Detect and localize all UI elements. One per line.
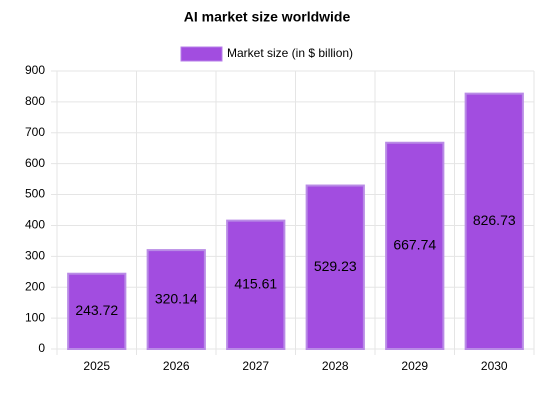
y-tick-label: 800 [25,94,45,108]
bar [146,249,206,350]
bar [305,184,365,350]
x-tick-label: 2030 [481,359,508,373]
legend-label: Market size (in $ billion) [227,46,353,60]
x-tick-label: 2029 [401,359,428,373]
bar [385,141,445,350]
chart-title: AI market size worldwide [184,9,351,25]
data-label: 826.73 [473,212,516,228]
y-tick-label: 200 [25,279,45,293]
y-tick-label: 500 [25,187,45,201]
x-tick-label: 2027 [242,359,269,373]
y-tick-label: 900 [25,63,45,77]
data-label: 243.72 [75,302,118,318]
y-tick-label: 700 [25,125,45,139]
legend-swatch [180,46,223,62]
y-tick-label: 300 [25,249,45,263]
bar [67,272,127,350]
y-tick-label: 600 [25,156,45,170]
bar [464,92,524,350]
bar [226,219,286,350]
data-label: 320.14 [155,290,198,306]
x-tick-label: 2028 [322,359,349,373]
x-tick-label: 2026 [163,359,190,373]
data-label: 415.61 [234,276,277,292]
y-tick-label: 100 [25,310,45,324]
data-label: 667.74 [393,237,436,253]
y-tick-label: 0 [38,341,45,355]
y-tick-label: 400 [25,218,45,232]
x-tick-label: 2025 [83,359,110,373]
data-label: 529.23 [314,258,357,274]
